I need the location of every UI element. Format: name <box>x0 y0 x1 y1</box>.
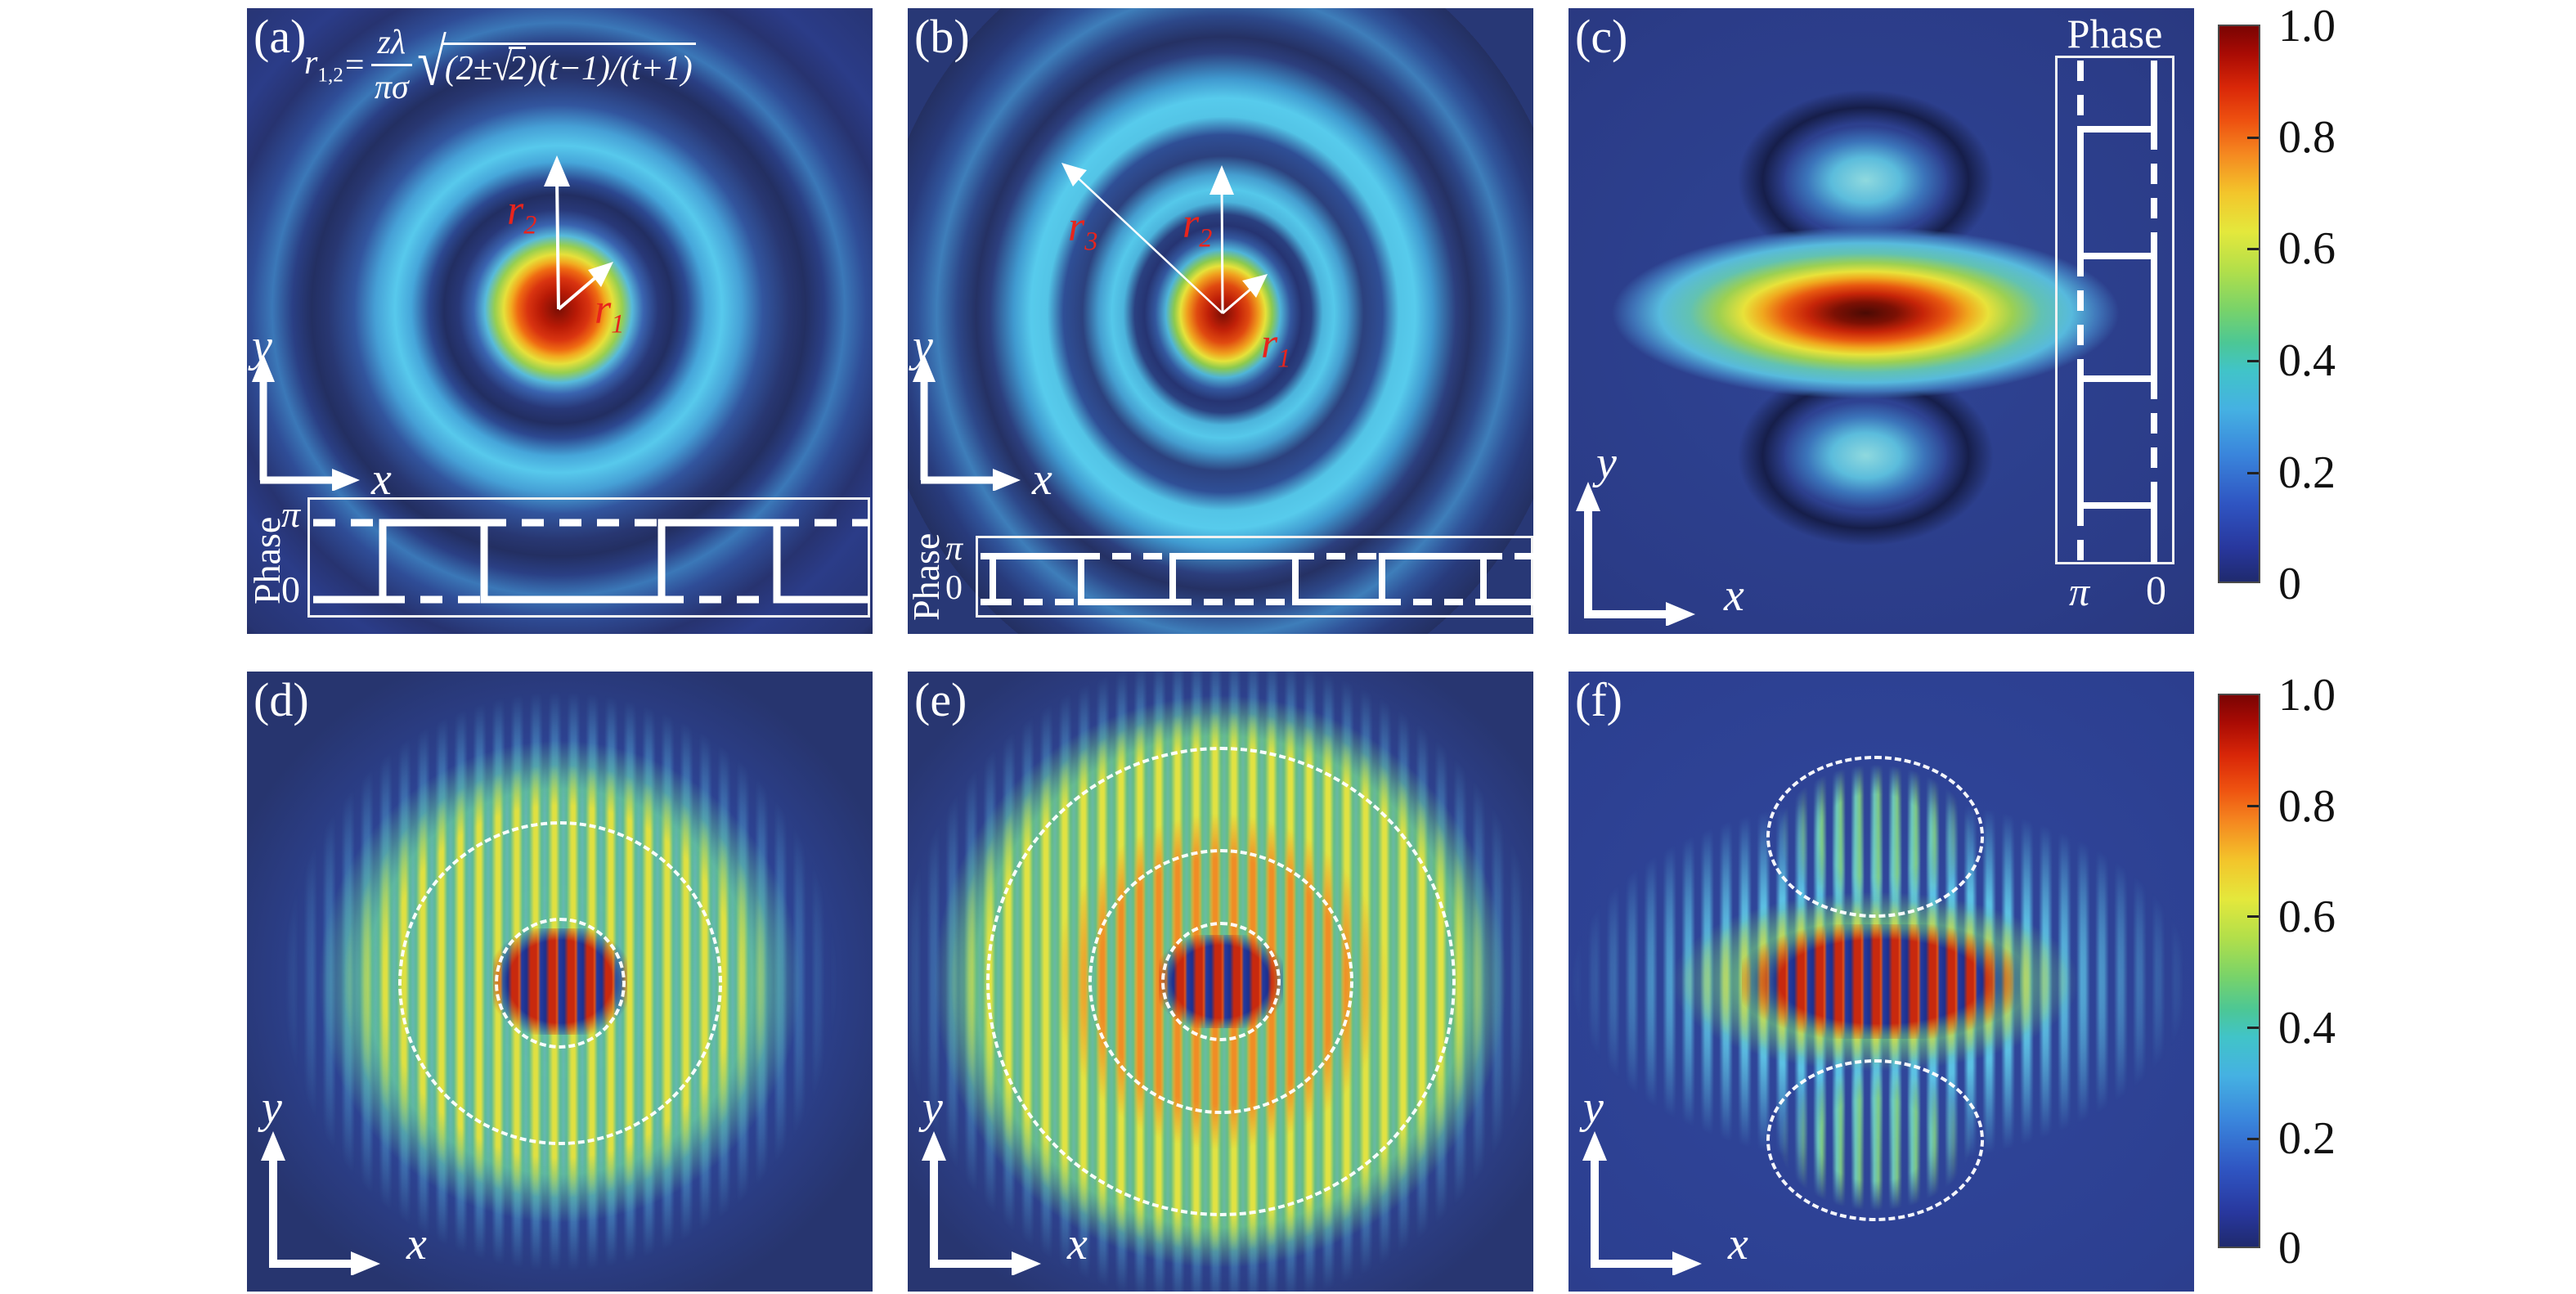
panel-c-ylabel: y <box>1596 438 1617 488</box>
panel-a-r1-label: r1 <box>595 286 625 339</box>
panel-a-ylabel: y <box>252 321 272 371</box>
radical-sign: √ <box>417 26 447 100</box>
panel-a-axes <box>252 354 360 491</box>
colorbar-top <box>2218 25 2260 583</box>
colorbar-top-tick-0: 0 <box>2278 559 2301 609</box>
panel-c: (c) y x Phase π 0 <box>1568 8 2194 634</box>
colorbar-bottom-tick-0.4: 0.4 <box>2278 1003 2336 1054</box>
colorbar-top-tick-0.2: 0.2 <box>2278 447 2336 498</box>
panel-f: (f) y x <box>1568 672 2194 1292</box>
panel-f-axes <box>1582 1131 1702 1275</box>
colorbar-top-tick-0.6: 0.6 <box>2278 223 2336 274</box>
panel-e-dashed-circle-outer <box>986 747 1456 1216</box>
panel-a-phase-pi: π <box>281 493 301 535</box>
panel-b-r2-label: r2 <box>1183 200 1213 253</box>
panel-d: (d) y x <box>247 672 873 1292</box>
panel-c-xlabel: x <box>1724 570 1744 621</box>
panel-b-axes <box>913 354 1021 491</box>
panel-f-label: (f) <box>1575 673 1622 726</box>
panel-c-axes <box>1576 482 1695 626</box>
panel-f-dashed-ellipse-top <box>1766 756 1984 918</box>
panel-b-ylabel: y <box>913 321 933 371</box>
panel-d-dashed-circle-outer <box>398 821 722 1145</box>
panel-a-r2-label: r2 <box>507 187 537 240</box>
panel-b-xlabel: x <box>1032 454 1052 505</box>
panel-b-r1-label: r1 <box>1261 321 1291 373</box>
colorbar-top-tick-0.4: 0.4 <box>2278 335 2336 386</box>
panel-f-dashed-ellipse-bottom <box>1766 1059 1984 1221</box>
colorbar-bottom-tick-0.6: 0.6 <box>2278 892 2336 942</box>
colorbar-bottom-tick-1.0: 1.0 <box>2278 670 2336 721</box>
colorbar-bottom <box>2218 694 2260 1248</box>
panel-c-phase-waveform <box>2055 56 2174 564</box>
panel-f-xlabel: x <box>1728 1219 1748 1269</box>
colorbar-top-tick-1.0: 1.0 <box>2278 1 2336 52</box>
panel-c-phase-title: Phase <box>2067 11 2163 56</box>
colorbar-bottom-tick-0.8: 0.8 <box>2278 781 2336 832</box>
panel-e-xlabel: x <box>1067 1219 1088 1269</box>
panel-b-r3-label: r3 <box>1068 204 1098 256</box>
panel-f-ylabel: y <box>1583 1082 1604 1133</box>
panel-c-phase-pi: π <box>2069 568 2090 614</box>
panel-a-label: (a) <box>254 10 307 63</box>
panel-e: (e) y x <box>908 672 1533 1292</box>
panel-a: r2 r1 r1,2 = zλ πσ √ (2±√2)(t−1)/(t+1) (a)… <box>247 8 873 634</box>
panel-d-ylabel: y <box>262 1082 282 1133</box>
panel-e-label: (e) <box>914 673 967 726</box>
colorbar-top-tick-0.8: 0.8 <box>2278 112 2336 163</box>
inner-radical-sign: √ <box>491 44 513 89</box>
panel-a-formula: r1,2 = zλ πσ √ (2±√2)(t−1)/(t+1) <box>304 23 696 107</box>
panel-b-label: (b) <box>914 10 970 63</box>
panel-d-label: (d) <box>254 673 309 726</box>
panel-b-phase-waveform <box>976 536 1533 618</box>
panel-a-phase-zero: 0 <box>281 568 300 610</box>
panel-b: r3 r2 r1 (b) y x Phase π 0 <box>908 8 1533 634</box>
panel-d-axes <box>261 1131 380 1275</box>
panel-b-phase-pi: π <box>945 530 963 568</box>
panel-b-phase-zero: 0 <box>945 569 963 607</box>
panel-f-core-fringes <box>1742 924 2020 1039</box>
panel-c-label: (c) <box>1575 10 1628 63</box>
panel-a-xlabel: x <box>371 454 392 505</box>
colorbar-bottom-tick-0.2: 0.2 <box>2278 1113 2336 1164</box>
panel-c-phase-zero: 0 <box>2146 567 2166 613</box>
colorbar-bottom-tick-0: 0 <box>2278 1223 2301 1274</box>
panel-b-phase-title: Phase <box>908 532 947 622</box>
panel-e-axes <box>922 1131 1041 1275</box>
panel-d-xlabel: x <box>406 1219 427 1269</box>
panel-e-ylabel: y <box>922 1082 943 1133</box>
panel-a-phase-waveform <box>307 497 870 618</box>
